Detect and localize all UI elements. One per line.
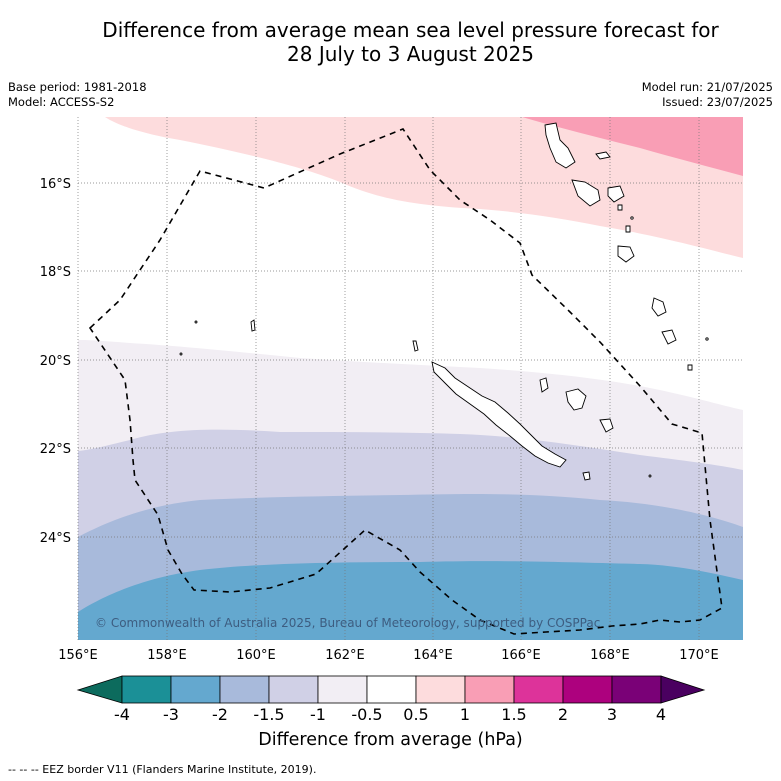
lon-tick-labels: 156°E 158°E 160°E 162°E 164°E 166°E 168°…	[58, 648, 719, 663]
lat-tick-labels: 16°S 18°S 20°S 22°S 24°S	[40, 177, 71, 546]
colorbar	[76, 675, 706, 704]
colorbar-extend-high	[660, 675, 706, 704]
vanuatu-espiritu-santo	[544, 122, 576, 169]
colorbar-bin-10	[562, 675, 613, 704]
vanuatu-malekula	[571, 179, 601, 207]
dot-island-5	[705, 337, 709, 341]
lon-tick-164: 164°E	[413, 648, 453, 663]
lat-tick-22: 22°S	[40, 442, 71, 457]
colorbar-tick-minus1: -1	[310, 705, 326, 724]
band-plus1-plus1.5	[522, 117, 743, 176]
vanuatu-erromango	[617, 245, 635, 263]
title-line-1: Difference from average mean sea level p…	[102, 18, 719, 42]
eez-border	[88, 128, 723, 635]
colorbar-tick-plus3: 3	[606, 705, 618, 724]
colorbar-bin-4	[268, 675, 319, 704]
loyalty-island-mare	[599, 418, 614, 433]
new-caledonia	[431, 361, 567, 468]
colorbar-bin-3	[219, 675, 270, 704]
lat-tick-16: 16°S	[40, 177, 71, 192]
colorbar-bin-5	[317, 675, 368, 704]
lon-tick-156: 156°E	[58, 648, 98, 663]
colorbar-bin-7	[415, 675, 466, 704]
colorbar-title: Difference from average (hPa)	[258, 730, 523, 750]
vanuatu-efate	[607, 185, 625, 203]
lon-tick-162: 162°E	[325, 648, 365, 663]
model-label: Model: ACCESS-S2	[8, 95, 115, 109]
colorbar-bin-2	[170, 675, 221, 704]
colorbar-bin-8	[464, 675, 515, 704]
colorbar-bin-9	[513, 675, 564, 704]
colorbar-tick-plus4: 4	[655, 705, 667, 724]
dot-island-2	[687, 364, 693, 371]
loyalty-island-lifou	[565, 388, 587, 411]
lon-tick-168: 168°E	[590, 648, 630, 663]
colorbar-tick-plus1: 1	[459, 705, 471, 724]
band-plus0.5-plus1	[105, 117, 743, 258]
dot-island-3	[194, 320, 198, 324]
vanuatu-ambae	[595, 151, 611, 160]
colorbar-tick-plus1.5: 1.5	[501, 705, 527, 724]
lon-tick-170: 170°E	[679, 648, 719, 663]
colorbar-tick-minus4: -4	[114, 705, 130, 724]
dot-island-1	[412, 340, 419, 352]
lon-tick-166: 166°E	[501, 648, 541, 663]
dot-island-7	[648, 474, 652, 478]
colorbar-tick-minus1.5: -1.5	[253, 705, 285, 724]
vanuatu-tanna	[651, 297, 667, 317]
dot-island-6	[630, 216, 634, 220]
model-run-label: Model run: 21/07/2025	[641, 80, 773, 94]
lat-tick-24: 24°S	[40, 531, 71, 546]
lat-tick-20: 20°S	[40, 354, 71, 369]
lat-tick-18: 18°S	[40, 265, 71, 280]
title-line-2: 28 July to 3 August 2025	[287, 42, 534, 66]
lon-tick-160: 160°E	[236, 648, 276, 663]
loyalty-island-ouvea	[539, 377, 549, 393]
small-island-1	[617, 204, 623, 211]
vanuatu-aneityum	[661, 329, 677, 345]
map-title: Difference from average mean sea level p…	[40, 18, 781, 66]
anomaly-field	[78, 117, 743, 640]
coastlines	[179, 122, 709, 481]
meta-right: Model run: 21/07/2025 Issued: 23/07/2025	[642, 80, 773, 110]
eez-footnote: -- -- -- EEZ border V11 (Flanders Marine…	[8, 763, 317, 776]
dot-island-4	[179, 352, 183, 356]
issued-label: Issued: 23/07/2025	[662, 95, 773, 109]
colorbar-extend-low	[76, 675, 123, 704]
colorbar-tick-minus2: -2	[212, 705, 228, 724]
colorbar-tick-minus3: -3	[163, 705, 179, 724]
colorbar-tick-minus0.5: -0.5	[351, 705, 383, 724]
graticule	[77, 117, 743, 640]
colorbar-bin-11	[611, 675, 662, 704]
lon-tick-158: 158°E	[147, 648, 187, 663]
chesterfield-islet	[250, 319, 256, 332]
colorbar-bin-6	[366, 675, 417, 704]
colorbar-tick-plus0.5: 0.5	[403, 705, 429, 724]
colorbar-bin-1	[121, 675, 172, 704]
copyright-notice: © Commonwealth of Australia 2025, Bureau…	[95, 616, 600, 630]
base-period-label: Base period: 1981-2018	[8, 80, 147, 94]
colorbar-tick-plus2: 2	[557, 705, 569, 724]
isle-of-pines	[582, 471, 591, 481]
meta-left: Base period: 1981-2018 Model: ACCESS-S2	[8, 80, 147, 110]
small-island-2	[625, 225, 631, 233]
